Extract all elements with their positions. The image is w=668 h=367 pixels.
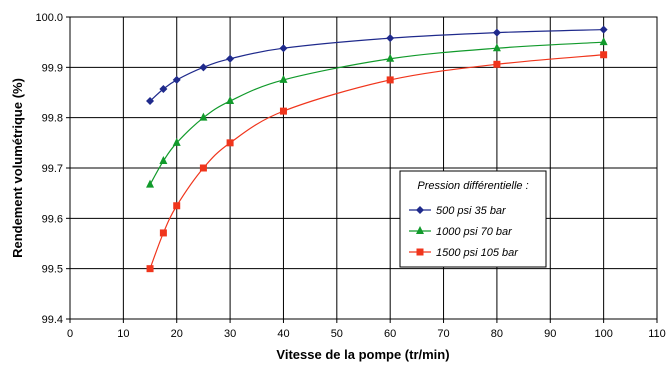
x-tick-label: 0 bbox=[67, 328, 73, 340]
x-tick-label: 60 bbox=[384, 328, 396, 340]
data-point-square bbox=[279, 107, 287, 115]
y-tick-label: 99.5 bbox=[42, 264, 63, 276]
y-tick-label: 99.9 bbox=[42, 62, 63, 74]
y-axis-ticks: 99.4 99.5 99.6 99.7 99.8 99.9 100.0 bbox=[35, 12, 70, 326]
legend-title: Pression différentielle : bbox=[417, 180, 528, 192]
legend-item: 1000 psi 70 bar bbox=[409, 226, 513, 238]
legend-marker-triangle bbox=[416, 226, 424, 234]
data-point-square bbox=[600, 51, 608, 59]
legend-entries: 500 psi 35 bar 1000 psi 70 bar 1500 psi 10… bbox=[409, 205, 519, 259]
y-tick-label: 99.7 bbox=[42, 163, 63, 175]
data-point-triangle bbox=[386, 53, 395, 62]
data-point-triangle bbox=[226, 96, 235, 105]
x-tick-label: 70 bbox=[437, 328, 449, 340]
data-point-triangle bbox=[146, 179, 155, 188]
data-point-square bbox=[146, 265, 154, 273]
legend-item: 500 psi 35 bar bbox=[409, 205, 507, 217]
data-point-square bbox=[226, 139, 234, 147]
y-tick-label: 99.8 bbox=[42, 113, 63, 125]
x-tick-label: 90 bbox=[544, 328, 556, 340]
data-point-triangle bbox=[172, 137, 181, 146]
series-diamond bbox=[146, 25, 608, 106]
y-tick-label: 100.0 bbox=[35, 12, 63, 24]
data-point-square bbox=[493, 60, 501, 68]
legend-label: 500 psi 35 bar bbox=[436, 205, 507, 217]
legend-box bbox=[399, 170, 547, 268]
data-point-diamond bbox=[172, 75, 181, 84]
legend-label: 1500 psi 105 bar bbox=[436, 247, 519, 259]
data-point-triangle bbox=[279, 74, 288, 83]
x-tick-label: 50 bbox=[331, 328, 343, 340]
x-tick-label: 10 bbox=[117, 328, 129, 340]
series-line bbox=[149, 54, 604, 269]
data-point-diamond bbox=[279, 44, 288, 53]
x-tick-label: 20 bbox=[171, 328, 183, 340]
series-square bbox=[146, 51, 608, 273]
x-axis-ticks: 0 10 20 30 40 50 60 70 80 90 100 110 bbox=[67, 319, 666, 340]
x-tick-label: 100 bbox=[594, 328, 612, 340]
legend-marker-diamond bbox=[416, 206, 424, 214]
y-tick-label: 99.6 bbox=[42, 213, 63, 225]
data-point-diamond bbox=[599, 25, 608, 34]
x-tick-label: 30 bbox=[224, 328, 236, 340]
y-tick-label: 99.4 bbox=[42, 314, 63, 326]
x-tick-label: 40 bbox=[277, 328, 289, 340]
data-point-diamond bbox=[386, 34, 395, 43]
legend-item: 1500 psi 105 bar bbox=[409, 247, 519, 259]
data-point-triangle bbox=[199, 112, 208, 121]
data-point-diamond bbox=[159, 84, 168, 93]
legend-label: 1000 psi 70 bar bbox=[436, 226, 513, 238]
data-point-diamond bbox=[226, 54, 235, 63]
data-point-diamond bbox=[146, 97, 155, 106]
data-point-triangle bbox=[599, 37, 608, 46]
x-tick-label: 110 bbox=[648, 328, 666, 340]
series-line bbox=[149, 41, 604, 185]
series-layer bbox=[146, 25, 608, 273]
data-point-triangle bbox=[492, 43, 501, 52]
x-axis-title: Vitesse de la pompe (tr/min) bbox=[276, 347, 449, 362]
y-axis-title: Rendement volumétrique (%) bbox=[10, 78, 25, 258]
data-point-square bbox=[386, 76, 394, 84]
data-point-diamond bbox=[199, 63, 208, 72]
data-point-square bbox=[199, 164, 207, 172]
series-triangle bbox=[146, 37, 608, 188]
series-line bbox=[149, 28, 604, 102]
data-point-diamond bbox=[492, 28, 501, 37]
data-point-square bbox=[159, 229, 167, 237]
x-tick-label: 80 bbox=[491, 328, 503, 340]
legend: Pression différentielle : 500 psi 35 bar… bbox=[399, 170, 547, 268]
data-point-triangle bbox=[159, 155, 168, 164]
legend-marker-square bbox=[416, 248, 424, 256]
data-point-square bbox=[173, 202, 181, 210]
